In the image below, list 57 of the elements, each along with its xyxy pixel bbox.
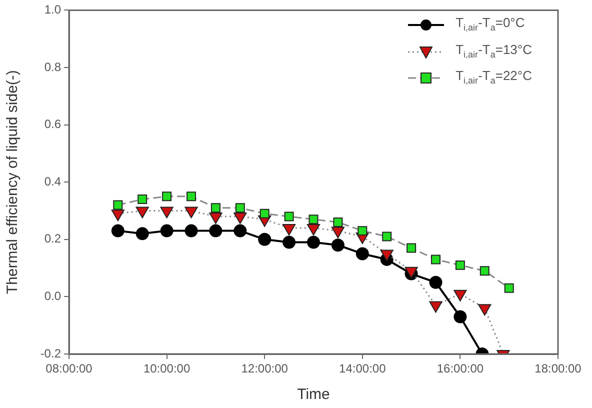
y-tick-label: -0.2 (40, 346, 62, 360)
legend-label: T$_{i,air}$-T$_{a}$=22°C (456, 67, 532, 88)
point (184, 206, 198, 218)
y-tick-label: 0.4 (44, 174, 62, 188)
x-tick-label: 16:00:00 (436, 362, 484, 376)
y-tick-label: 1.0 (44, 2, 62, 17)
y-tick-label: 0.8 (44, 60, 62, 74)
point (333, 217, 343, 227)
point (331, 226, 345, 238)
point (331, 238, 344, 252)
x-tick-label: 14:00:00 (339, 362, 386, 376)
point (429, 276, 442, 289)
point (209, 224, 222, 238)
point (234, 224, 247, 238)
point (209, 212, 222, 224)
point (308, 214, 318, 224)
point (210, 203, 220, 213)
point (306, 224, 320, 236)
y-tick-label: 0.2 (44, 232, 62, 246)
point (480, 266, 490, 276)
point (504, 283, 514, 293)
point (454, 310, 467, 324)
point (184, 224, 198, 238)
x-axis-title: Time (297, 386, 330, 404)
legend-label: T$_{i,air}$-T$_{a}$=0°C (456, 14, 525, 35)
point (111, 224, 124, 238)
point (358, 226, 368, 236)
y-axis-title: Thermal efficiency of liquid side(-) (4, 70, 22, 294)
point (260, 208, 270, 218)
point (235, 203, 245, 213)
point (307, 236, 320, 249)
point (160, 206, 174, 218)
point (234, 212, 247, 224)
point (160, 224, 174, 238)
point (356, 247, 369, 260)
point (455, 260, 465, 270)
legend-label: T$_{i,air}$-T$_{a}$=13°C (456, 40, 532, 62)
x-tick-label: 12:00:00 (241, 362, 288, 376)
point (111, 210, 124, 222)
point (113, 200, 123, 210)
point (136, 227, 149, 240)
x-tick-label: 18:00:00 (534, 362, 582, 376)
point (284, 212, 294, 222)
point (406, 243, 416, 253)
point (138, 194, 148, 204)
point (282, 236, 296, 249)
point (258, 232, 272, 246)
point (162, 192, 172, 202)
y-tick-label: 0.6 (44, 117, 62, 132)
point (186, 192, 196, 202)
point (431, 254, 440, 264)
point (136, 206, 149, 218)
x-tick-label: 08:00:00 (46, 362, 93, 376)
y-tick-label: 0.0 (44, 289, 62, 304)
point (282, 224, 296, 236)
x-tick-label: 10:00:00 (143, 362, 190, 376)
point (382, 232, 392, 242)
